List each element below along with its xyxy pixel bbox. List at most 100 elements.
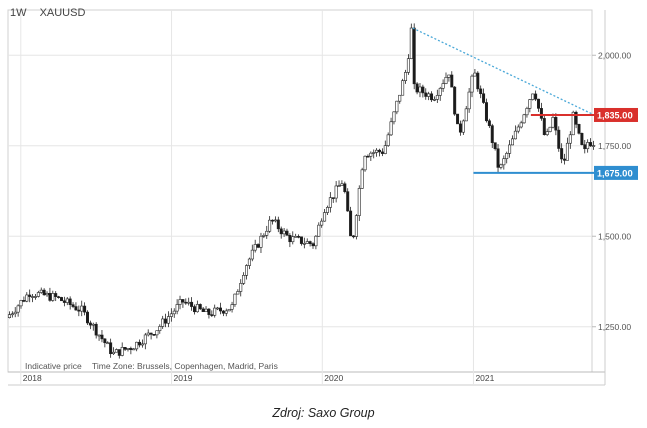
candle-body <box>565 142 569 161</box>
candle-body <box>516 126 520 132</box>
candle-body <box>48 293 52 301</box>
candle-body <box>432 99 436 101</box>
candle-body <box>74 306 78 311</box>
candle-body <box>68 298 72 305</box>
candle-body <box>195 304 199 313</box>
candle-body <box>132 348 136 351</box>
candle-body <box>80 305 84 312</box>
candle-body <box>557 129 561 149</box>
candle-body <box>401 80 405 96</box>
candle-body <box>210 314 214 316</box>
candle-body <box>59 297 63 302</box>
source-caption: Zdroj: Saxo Group <box>272 406 375 420</box>
candle-body <box>279 228 283 235</box>
candle-body <box>97 334 101 337</box>
candle-body <box>421 86 425 94</box>
candle-body <box>230 304 234 310</box>
resistance-badge <box>594 107 638 122</box>
candle-body <box>539 108 543 119</box>
candle-body <box>242 275 246 284</box>
candle-body <box>424 92 428 97</box>
candle-body <box>505 153 509 159</box>
candle-body <box>438 87 442 96</box>
candle-body <box>169 313 173 317</box>
candle-body <box>288 234 292 243</box>
candle-body <box>583 144 587 150</box>
candle-body <box>380 151 384 154</box>
candle-body <box>415 83 419 93</box>
candle-body <box>351 235 355 238</box>
candle-body <box>453 86 457 115</box>
candle-body <box>218 307 222 312</box>
candle-body <box>479 88 483 95</box>
candle-body <box>363 155 367 171</box>
candle-body <box>487 120 491 126</box>
candle-body <box>577 124 581 134</box>
candle-body <box>51 293 55 301</box>
candle-body <box>531 93 535 100</box>
candle-body <box>589 142 593 147</box>
timezone-note: Time Zone: Brussels, Copenhagen, Madrid,… <box>92 361 278 371</box>
candle-body <box>522 114 526 124</box>
candle-body <box>22 300 26 302</box>
candle-body <box>7 314 11 318</box>
candle-body <box>314 235 318 247</box>
price-chart: 2,000.00 1,750.00 1,500.00 1,250.00 2018 2019… <box>7 9 638 386</box>
candle-body <box>271 219 275 222</box>
candle-body <box>123 347 127 350</box>
candle-body <box>100 334 104 340</box>
candle-body <box>375 149 379 153</box>
candle-body <box>239 283 243 292</box>
candle-body <box>323 212 327 222</box>
candle-body <box>508 144 512 154</box>
candle-body <box>447 74 451 78</box>
candle-body <box>62 300 66 303</box>
candle-body <box>360 169 364 189</box>
candle-body <box>276 219 280 230</box>
candle-body <box>343 183 347 192</box>
candle-body <box>484 102 488 122</box>
candle-body <box>39 289 43 293</box>
candle-body <box>537 98 541 109</box>
candle-body <box>349 210 353 237</box>
candle-body <box>201 308 205 313</box>
candle-body <box>36 292 40 297</box>
candle-body <box>354 215 358 237</box>
candle-body <box>568 134 572 144</box>
x-tick-label: 2019 <box>174 373 193 383</box>
candle-body <box>528 99 532 109</box>
candle-body <box>253 244 257 251</box>
candle-body <box>395 100 399 113</box>
symbol-name: XAUUSD <box>39 7 86 19</box>
candle-body <box>285 230 289 236</box>
candle-body <box>357 188 361 216</box>
y-tick-label: 1,250.00 <box>598 322 631 332</box>
candle-body <box>166 316 170 324</box>
y-tick-label: 2,000.00 <box>598 50 631 60</box>
candle-body <box>184 301 188 304</box>
candle-body <box>112 351 116 355</box>
candle-body <box>140 343 144 346</box>
candle-body <box>435 95 439 100</box>
candle-body <box>404 72 408 81</box>
candle-body <box>178 299 182 305</box>
candle-body <box>198 304 202 310</box>
candle-body <box>88 322 92 326</box>
candle-body <box>216 307 220 310</box>
candle-body <box>16 305 20 313</box>
candle-body <box>490 125 494 143</box>
candle-body <box>534 93 538 100</box>
candle-body <box>19 300 23 307</box>
candle-body <box>571 111 575 136</box>
y-tick-label: 1,750.00 <box>598 141 631 151</box>
candle-body <box>245 265 249 276</box>
candle-body <box>247 258 251 266</box>
candle-body <box>187 301 191 304</box>
candle-body <box>120 347 124 356</box>
candle-body <box>444 77 448 84</box>
candle-body <box>441 83 445 89</box>
candle-body <box>190 301 194 307</box>
candle-body <box>164 318 168 324</box>
candle-body <box>221 310 225 314</box>
candle-body <box>496 148 500 168</box>
